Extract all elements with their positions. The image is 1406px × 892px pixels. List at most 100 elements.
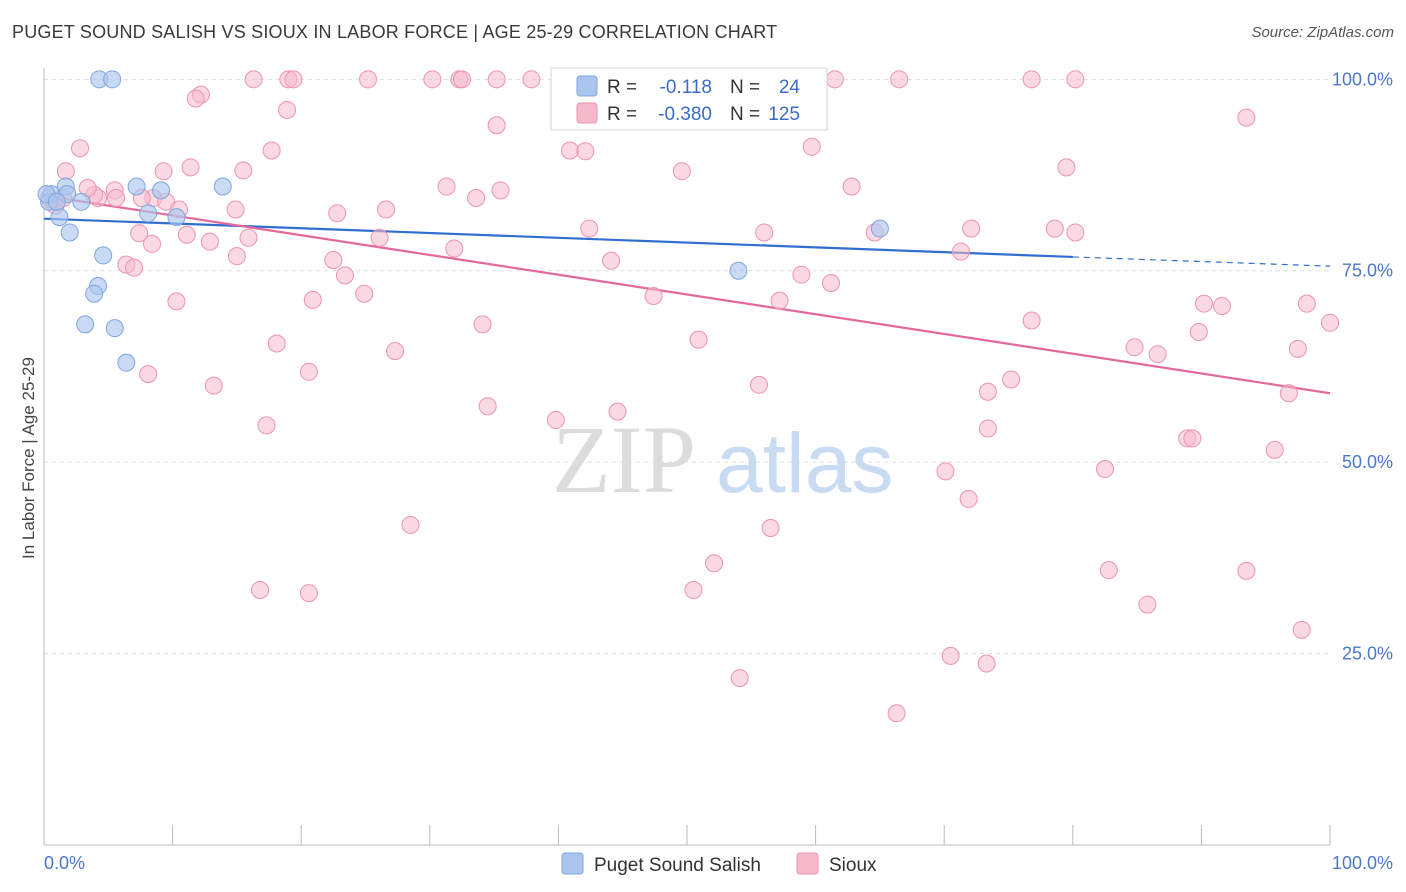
y-tick-label-50: 50.0% [1342, 452, 1393, 472]
sioux-point-116 [684, 581, 703, 600]
bottom-legend-swatch-pink [796, 852, 819, 875]
legend-n-value-1: 24 [779, 77, 801, 98]
sioux-point-52 [1045, 219, 1064, 238]
sioux-point-118 [1292, 620, 1311, 639]
sioux-point-113 [1237, 561, 1256, 580]
puget-point-18 [117, 353, 136, 372]
sioux-point-31 [672, 162, 691, 181]
sioux-point-122 [887, 704, 906, 723]
legend-r-label-2: R = [607, 104, 637, 125]
sioux-point-11 [825, 70, 844, 89]
sioux-point-3 [359, 70, 378, 89]
sioux-point-67 [602, 251, 621, 270]
puget-point-12 [167, 208, 186, 227]
legend-r-value-1: -0.118 [660, 77, 712, 98]
sioux-point-19 [487, 116, 506, 135]
sioux-point-61 [143, 234, 162, 253]
sioux-point-48 [226, 200, 245, 219]
sioux-point-23 [262, 141, 281, 160]
sioux-point-72 [822, 273, 841, 292]
legend-r-label-1: R = [607, 77, 637, 98]
sioux-point-102 [978, 419, 997, 438]
legend-n-label-1: N = [730, 77, 760, 98]
legend-r-value-2: -0.380 [658, 104, 712, 125]
sioux-point-59 [239, 228, 258, 247]
puget-point-19 [729, 261, 748, 280]
sioux-point-20 [1057, 158, 1076, 177]
sioux-point-70 [335, 266, 354, 285]
sioux-point-93 [750, 375, 769, 394]
y-tick-labels: 25.0% 50.0% 75.0% 100.0% [1332, 69, 1393, 663]
puget-point-11 [139, 204, 158, 223]
sioux-point-39 [107, 188, 126, 207]
sioux-point-14 [1066, 70, 1085, 89]
sioux-point-56 [580, 219, 599, 238]
puget-point-15 [85, 284, 104, 303]
sioux-point-12 [890, 70, 909, 89]
sioux-point-34 [491, 181, 510, 200]
sioux-point-121 [730, 669, 749, 688]
sioux-point-99 [546, 411, 565, 430]
sioux-point-6 [452, 70, 471, 89]
sioux-point-18 [1237, 108, 1256, 127]
sioux-points [40, 70, 1339, 723]
sioux-point-55 [755, 223, 774, 242]
chart-title: PUGET SOUND SALISH VS SIOUX IN LABOR FOR… [12, 22, 778, 42]
sioux-point-66 [324, 251, 343, 270]
watermark: ZIP atlas [552, 406, 893, 513]
bottom-legend-label-pink: Sioux [829, 855, 877, 876]
sioux-point-58 [177, 225, 196, 244]
puget-point-10 [213, 177, 232, 196]
sioux-point-30 [154, 162, 173, 181]
sioux-point-82 [1022, 311, 1041, 330]
sioux-point-74 [355, 284, 374, 303]
sioux-point-51 [1066, 223, 1085, 242]
sioux-point-32 [437, 177, 456, 196]
sioux-point-106 [1095, 460, 1114, 479]
sioux-point-69 [125, 258, 144, 277]
sioux-point-7 [487, 70, 506, 89]
sioux-point-109 [401, 515, 420, 534]
sioux-point-78 [1194, 294, 1213, 313]
sioux-point-96 [978, 382, 997, 401]
sioux-point-65 [227, 247, 246, 266]
puget-point-13 [94, 246, 113, 265]
bottom-legend-swatch-blue [561, 852, 584, 875]
puget-point-16 [76, 315, 95, 334]
sioux-point-76 [770, 291, 789, 310]
puget-point-1 [103, 70, 122, 89]
sioux-point-95 [1002, 370, 1021, 389]
sioux-point-64 [951, 242, 970, 261]
y-tick-label-25: 25.0% [1342, 644, 1393, 664]
sioux-point-86 [689, 330, 708, 349]
bottom-legend-label-blue: Puget Sound Salish [594, 855, 761, 876]
watermark-atlas: atlas [716, 416, 893, 510]
sioux-point-2 [284, 70, 303, 89]
puget-point-23 [47, 192, 66, 211]
bottom-legend: Puget Sound Salish Sioux [561, 852, 877, 876]
x-axis-ticks [172, 825, 1331, 845]
sioux-point-22 [71, 139, 90, 158]
puget-point-7 [60, 223, 79, 242]
sioux-point-13 [1022, 70, 1041, 89]
sioux-point-21 [802, 137, 821, 156]
sioux-point-107 [936, 462, 955, 481]
sioux-point-89 [1288, 339, 1307, 358]
sioux-point-115 [299, 584, 318, 603]
sioux-point-60 [370, 228, 389, 247]
puget-point-5 [72, 192, 91, 211]
legend-swatch-blue [576, 75, 598, 97]
trend-lines [43, 194, 1331, 395]
x-tick-label-max: 100.0% [1332, 853, 1393, 873]
sioux-point-4 [423, 70, 442, 89]
sioux-point-104 [1183, 429, 1202, 448]
sioux-point-53 [962, 219, 981, 238]
watermark-zip: ZIP [552, 406, 696, 513]
sioux-point-97 [1279, 384, 1298, 403]
sioux-point-105 [1265, 440, 1284, 459]
sioux-point-88 [1148, 345, 1167, 364]
legend-swatch-pink [576, 102, 598, 124]
puget-point-20 [870, 219, 889, 238]
sioux-point-75 [644, 287, 663, 306]
sioux-point-80 [1297, 294, 1316, 313]
